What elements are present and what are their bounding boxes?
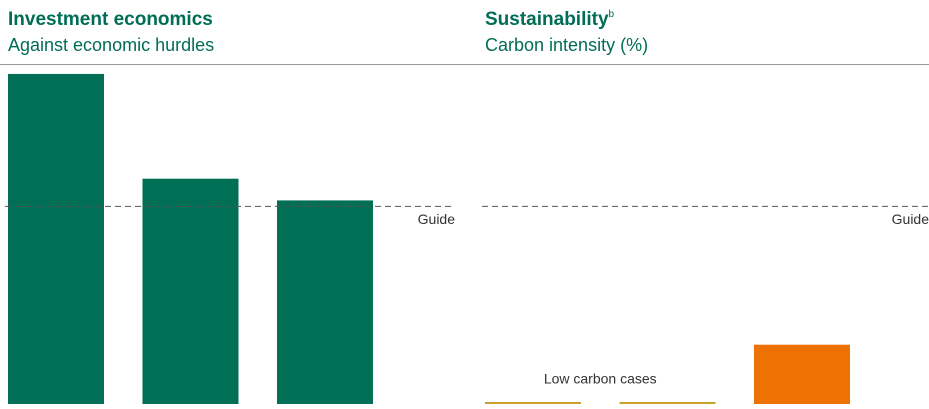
guide-label: Guide <box>418 211 456 227</box>
title-text: Sustainability <box>485 9 609 30</box>
chart-title: Sustainabilityb <box>485 9 615 30</box>
bar <box>619 402 716 404</box>
chart-title: Investment economics <box>8 9 213 30</box>
bar <box>277 200 373 404</box>
chart-subtitle: Carbon intensity (%) <box>485 35 648 55</box>
bar <box>8 73 104 404</box>
title-text: Investment economics <box>8 9 213 30</box>
bar <box>485 402 581 404</box>
bar <box>142 178 239 404</box>
title-note: b <box>609 9 615 20</box>
chart-subtitle: Against economic hurdles <box>8 35 214 55</box>
bar <box>754 344 850 404</box>
annotation: Low carbon cases <box>544 371 657 387</box>
guide-label: Guide <box>892 211 929 227</box>
